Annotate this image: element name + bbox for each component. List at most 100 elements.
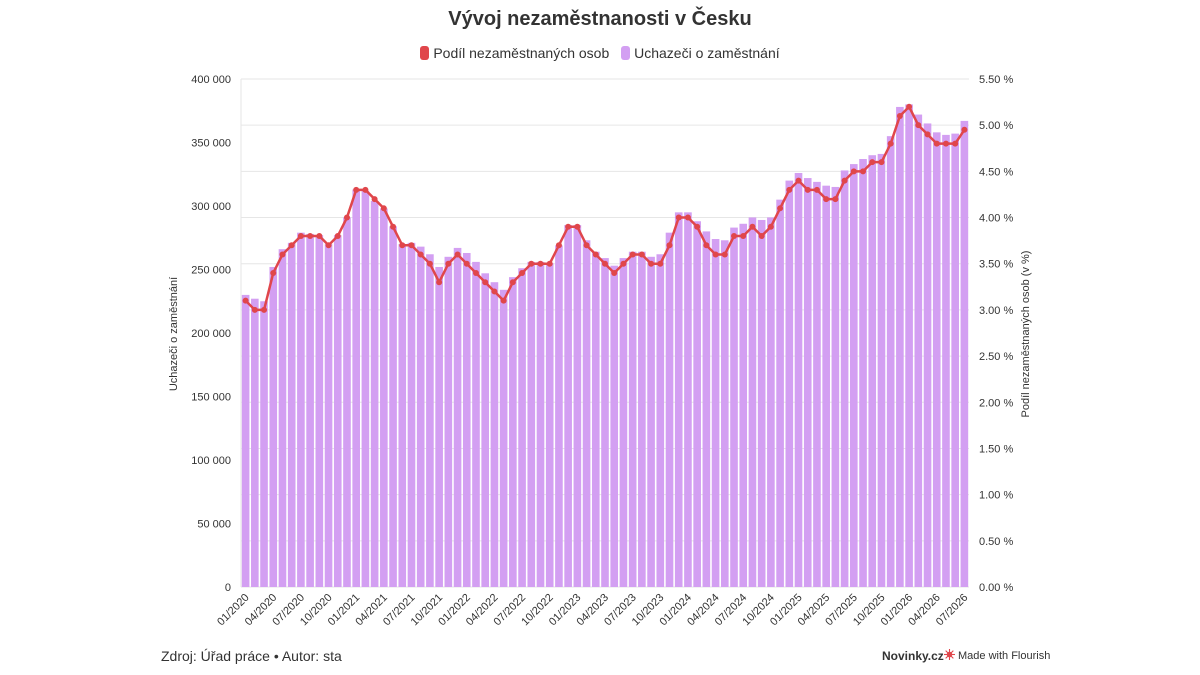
bar[interactable] xyxy=(324,244,333,587)
bar[interactable] xyxy=(850,164,858,587)
line-point[interactable] xyxy=(952,140,959,147)
line-point[interactable] xyxy=(795,177,802,184)
bar[interactable] xyxy=(343,217,351,587)
line-point[interactable] xyxy=(242,297,249,304)
line-point[interactable] xyxy=(933,140,940,147)
bar[interactable] xyxy=(601,258,609,587)
bar[interactable] xyxy=(720,240,729,588)
bar[interactable] xyxy=(767,217,775,587)
line-point[interactable] xyxy=(316,233,323,240)
bar[interactable] xyxy=(951,133,959,588)
bar[interactable] xyxy=(582,240,591,588)
bar[interactable] xyxy=(545,263,554,587)
line-point[interactable] xyxy=(307,233,314,240)
bar[interactable] xyxy=(960,120,969,587)
bar[interactable] xyxy=(628,251,637,587)
bar[interactable] xyxy=(251,298,259,587)
bar[interactable] xyxy=(591,251,600,587)
bar[interactable] xyxy=(352,189,360,588)
bar[interactable] xyxy=(278,249,287,587)
bar[interactable] xyxy=(472,261,480,587)
legend-item-bars[interactable]: Uchazeči o zaměstnání xyxy=(621,45,780,61)
line-point[interactable] xyxy=(749,223,756,230)
bar[interactable] xyxy=(389,226,397,587)
bar[interactable] xyxy=(481,273,490,587)
line-point[interactable] xyxy=(906,103,913,110)
line-point[interactable] xyxy=(832,196,839,203)
line-point[interactable] xyxy=(325,242,332,249)
line-point[interactable] xyxy=(565,223,572,230)
line-point[interactable] xyxy=(500,297,507,304)
line-point[interactable] xyxy=(620,260,627,267)
bar[interactable] xyxy=(647,256,655,587)
bar[interactable] xyxy=(315,235,324,587)
line-point[interactable] xyxy=(666,242,673,249)
bar[interactable] xyxy=(638,251,646,587)
bar[interactable] xyxy=(499,289,508,587)
bar[interactable] xyxy=(877,153,886,587)
line-point[interactable] xyxy=(509,279,516,286)
line-point[interactable] xyxy=(270,269,277,276)
line-point[interactable] xyxy=(703,242,710,249)
line-point[interactable] xyxy=(426,260,433,267)
bar[interactable] xyxy=(416,246,425,587)
bar[interactable] xyxy=(665,232,674,588)
bar[interactable] xyxy=(822,185,830,587)
line-point[interactable] xyxy=(638,251,645,258)
line-point[interactable] xyxy=(537,260,544,267)
line-point[interactable] xyxy=(399,242,406,249)
line-point[interactable] xyxy=(721,251,728,258)
line-point[interactable] xyxy=(445,260,452,267)
bar[interactable] xyxy=(794,172,803,588)
line-point[interactable] xyxy=(850,168,857,175)
bar[interactable] xyxy=(831,186,840,587)
bar[interactable] xyxy=(435,266,443,587)
bar[interactable] xyxy=(518,268,526,587)
flourish-credit[interactable]: Made with Flourish xyxy=(944,649,1050,662)
bar[interactable] xyxy=(785,180,794,587)
line-point[interactable] xyxy=(390,223,397,230)
bar[interactable] xyxy=(859,159,867,587)
line-point[interactable] xyxy=(684,214,691,221)
bar[interactable] xyxy=(453,247,462,587)
bar[interactable] xyxy=(803,178,812,587)
line-point[interactable] xyxy=(694,223,701,230)
line-point[interactable] xyxy=(436,279,443,286)
line-point[interactable] xyxy=(353,186,360,193)
line-point[interactable] xyxy=(813,186,820,193)
line-point[interactable] xyxy=(555,242,562,249)
bar[interactable] xyxy=(739,223,748,587)
bar[interactable] xyxy=(868,155,877,587)
bar[interactable] xyxy=(674,212,683,587)
bar[interactable] xyxy=(380,208,388,588)
line-point[interactable] xyxy=(279,251,286,258)
line-point[interactable] xyxy=(583,242,590,249)
line-point[interactable] xyxy=(731,233,738,240)
bar[interactable] xyxy=(813,181,821,587)
bar[interactable] xyxy=(564,225,572,588)
bar[interactable] xyxy=(287,242,296,587)
bar[interactable] xyxy=(905,104,913,588)
bar[interactable] xyxy=(840,170,849,587)
line-point[interactable] xyxy=(519,269,526,276)
bar[interactable] xyxy=(241,294,250,587)
line-point[interactable] xyxy=(371,196,378,203)
line-point[interactable] xyxy=(417,251,424,258)
bar[interactable] xyxy=(306,233,314,587)
line-point[interactable] xyxy=(546,260,553,267)
bar[interactable] xyxy=(361,190,370,587)
line-point[interactable] xyxy=(777,205,784,212)
bar[interactable] xyxy=(757,219,766,587)
bar[interactable] xyxy=(407,242,416,587)
line-point[interactable] xyxy=(823,196,830,203)
bar[interactable] xyxy=(573,225,582,588)
line-point[interactable] xyxy=(334,233,341,240)
line-point[interactable] xyxy=(924,131,931,138)
bar[interactable] xyxy=(730,227,738,587)
line-point[interactable] xyxy=(860,168,867,175)
bar[interactable] xyxy=(656,254,665,587)
line-point[interactable] xyxy=(472,269,479,276)
line-point[interactable] xyxy=(648,260,655,267)
line-point[interactable] xyxy=(592,251,599,258)
line-point[interactable] xyxy=(482,279,489,286)
